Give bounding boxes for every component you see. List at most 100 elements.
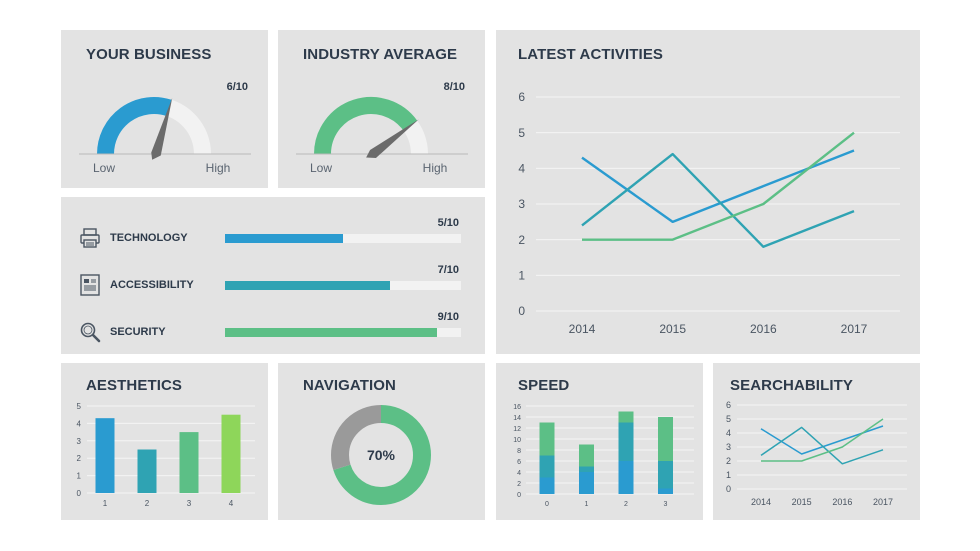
gauge-score: 6/10 — [227, 81, 248, 93]
stack-segment-3 — [658, 417, 673, 461]
stack-segment-2 — [539, 455, 555, 478]
x-tick-label: 2015 — [792, 497, 812, 507]
y-tick-label: 6 — [517, 459, 521, 466]
x-tick-label: 3 — [664, 501, 668, 508]
y-tick-label: 2 — [518, 233, 525, 247]
gauge-needle — [151, 97, 173, 160]
y-tick-label: 5 — [518, 126, 525, 140]
x-tick-label: 2014 — [569, 322, 596, 336]
metric-bar-fill — [225, 328, 438, 337]
gauge-fill — [97, 97, 172, 155]
y-tick-label: 2 — [517, 481, 521, 488]
x-tick-label: 2016 — [832, 497, 852, 507]
y-tick-label: 6 — [726, 400, 731, 410]
bar-4 — [221, 414, 241, 493]
metric-bar-fill — [225, 234, 343, 243]
x-tick-label: 2016 — [750, 322, 777, 336]
magnifier-icon — [78, 320, 102, 344]
y-tick-label: 3 — [726, 442, 731, 452]
series-line-1 — [760, 425, 884, 455]
series-line-3 — [761, 418, 884, 462]
x-tick-label: 2 — [145, 499, 150, 508]
y-tick-label: 1 — [726, 470, 731, 480]
stack-segment-2 — [658, 461, 673, 489]
stack-segment-3 — [579, 444, 594, 467]
bar-2 — [137, 449, 157, 493]
metric-label: ACCESSIBILITY — [110, 279, 194, 291]
y-tick-label: 16 — [513, 404, 521, 411]
stack-segment-1 — [618, 461, 634, 494]
donut-center-label: 70% — [367, 447, 396, 463]
stack-segment-1 — [539, 477, 555, 494]
gauge-fill — [314, 97, 418, 155]
gauge-low-label: Low — [93, 161, 115, 175]
series-line-2 — [760, 426, 884, 465]
y-tick-label: 4 — [517, 470, 521, 477]
y-tick-label: 0 — [726, 484, 731, 494]
metric-row-accessibility: ACCESSIBILITY 7/10 — [61, 264, 485, 308]
metric-score: 7/10 — [437, 264, 459, 276]
metric-row-technology: TECHNOLOGY 5/10 — [61, 217, 485, 261]
y-tick-label: 4 — [518, 162, 525, 176]
y-tick-label: 2 — [77, 454, 82, 463]
y-tick-label: 0 — [77, 489, 82, 498]
y-tick-label: 6 — [518, 90, 525, 104]
y-tick-label: 10 — [513, 437, 521, 444]
y-tick-label: 1 — [77, 472, 82, 481]
printer-icon — [78, 226, 102, 250]
gauge-needle — [366, 119, 419, 159]
bar-1 — [95, 418, 115, 493]
y-tick-label: 0 — [518, 304, 525, 318]
stack-segment-3 — [618, 411, 634, 423]
speed-panel: SPEED 0 2 4 6 8 10 12 14 16 0 1 2 3 — [496, 363, 703, 520]
metric-row-security: SECURITY 9/10 — [61, 311, 485, 355]
x-tick-label: 2015 — [659, 322, 686, 336]
gauge-high-label: High — [206, 161, 231, 175]
metric-score: 9/10 — [437, 311, 459, 323]
y-tick-label: 0 — [517, 492, 521, 499]
y-tick-label: 3 — [77, 437, 82, 446]
business-panel: YOUR BUSINESS Low High 6/10 — [61, 30, 268, 188]
y-tick-label: 8 — [517, 448, 521, 455]
stack-segment-1 — [579, 472, 594, 494]
x-tick-label: 2017 — [873, 497, 893, 507]
metric-bar-track — [225, 234, 461, 243]
y-tick-label: 12 — [513, 426, 521, 433]
industry-title: INDUSTRY AVERAGE — [303, 46, 458, 63]
latest-title: LATEST ACTIVITIES — [518, 46, 664, 63]
y-tick-label: 14 — [513, 415, 521, 422]
donut-slice-2 — [331, 405, 431, 505]
business-gauge: Low High 6/10 — [79, 81, 251, 175]
searchability-line-chart: 0 1 2 3 4 5 6 2014 2015 2016 2017 — [726, 400, 907, 507]
searchability-panel: SEARCHABILITY 0 1 2 3 4 5 6 2014 2015 2016 2017 — [713, 363, 920, 520]
x-tick-label: 3 — [187, 499, 192, 508]
bar-3 — [179, 432, 199, 493]
metric-label: TECHNOLOGY — [110, 232, 188, 244]
metric-bar-track — [225, 281, 461, 290]
stack-segment-2 — [618, 422, 634, 461]
metric-score: 5/10 — [437, 217, 459, 229]
gauge-score: 8/10 — [444, 81, 465, 93]
x-tick-label: 2 — [624, 501, 628, 508]
navigation-panel: NAVIGATION 70% — [278, 363, 485, 520]
stack-segment-1 — [658, 488, 673, 494]
y-tick-label: 3 — [518, 197, 525, 211]
stack-segment-3 — [539, 422, 555, 456]
y-tick-label: 4 — [77, 419, 82, 428]
latest-line-chart: 0 1 2 3 4 5 6 2014 2015 2016 2017 — [518, 90, 900, 336]
x-tick-label: 1 — [103, 499, 108, 508]
x-tick-label: 2017 — [841, 322, 868, 336]
y-tick-label: 1 — [518, 269, 525, 283]
aesthetics-bar-chart: 0 1 2 3 4 5 1 2 3 4 — [77, 402, 255, 508]
aesthetics-title: AESTHETICS — [86, 377, 183, 394]
series-line-2 — [581, 152, 855, 249]
metric-bar-track — [225, 328, 461, 337]
document-icon — [78, 273, 102, 297]
gauge-low-label: Low — [310, 161, 332, 175]
y-tick-label: 5 — [726, 414, 731, 424]
latest-panel: LATEST ACTIVITIES 0 1 2 3 4 5 6 2014 2015 2016 201… — [496, 30, 920, 354]
navigation-title: NAVIGATION — [303, 377, 396, 394]
metric-bar-fill — [225, 281, 391, 290]
industry-panel: INDUSTRY AVERAGE Low High 8/10 — [278, 30, 485, 188]
